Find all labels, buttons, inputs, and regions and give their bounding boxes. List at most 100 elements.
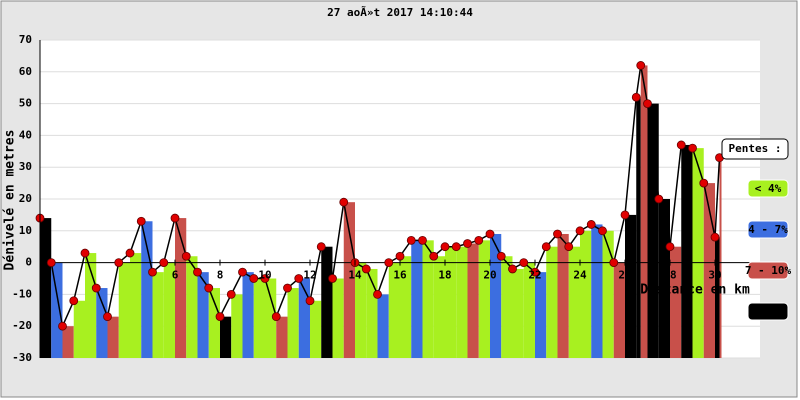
point	[699, 178, 709, 188]
point	[204, 283, 214, 293]
point	[148, 267, 157, 277]
legend-swatch	[747, 302, 789, 321]
point	[429, 251, 439, 261]
slope-bar	[692, 148, 704, 358]
slope-bar	[715, 237, 720, 358]
point	[586, 220, 596, 229]
point	[530, 267, 540, 277]
point	[283, 283, 292, 293]
point	[215, 312, 225, 322]
legend-title: Pentes :	[729, 142, 782, 155]
x-tick-label: 6	[172, 269, 179, 282]
legend-label: 4 - 7%	[748, 223, 788, 236]
slope-bar	[580, 230, 592, 358]
slope-bar	[298, 278, 310, 358]
slope-bar	[467, 243, 479, 358]
x-tick-label: 12	[303, 269, 316, 282]
point	[249, 274, 259, 283]
point	[676, 140, 686, 150]
y-axis-label: Dénivelé en metres	[3, 130, 18, 271]
point	[103, 312, 112, 322]
slope-bar	[62, 326, 74, 358]
point	[361, 264, 371, 274]
slope-bar	[265, 278, 277, 358]
slope-bar	[546, 246, 558, 358]
legend-label: < 4%	[755, 182, 782, 195]
point	[271, 312, 281, 322]
y-tick-label: -10	[12, 287, 32, 300]
y-tick-label: 20	[19, 192, 32, 205]
point	[136, 216, 146, 226]
slope-bar	[512, 268, 524, 358]
slope-bar	[557, 233, 569, 358]
point	[688, 143, 697, 153]
slope-bar	[422, 240, 434, 358]
point	[226, 289, 236, 299]
slope-bar	[152, 272, 164, 358]
slope-bar	[276, 316, 288, 358]
y-tick-label: -20	[12, 319, 32, 332]
point	[643, 99, 652, 108]
x-tick-label: 18	[438, 269, 451, 282]
slope-bar	[96, 288, 108, 358]
point	[575, 226, 585, 236]
point	[508, 264, 517, 274]
point	[316, 242, 326, 252]
slope-bar	[670, 246, 682, 358]
slope-bar	[343, 202, 355, 358]
slope-bar	[141, 221, 153, 358]
x-tick-label: 26	[618, 269, 632, 282]
slope-bar	[73, 300, 85, 358]
point	[91, 283, 101, 293]
slope-bar	[535, 272, 547, 358]
slope-bar	[681, 144, 693, 358]
slope-bar	[231, 294, 243, 358]
x-axis-label: Distance en km	[640, 283, 750, 298]
slope-bar	[490, 233, 502, 358]
point	[328, 274, 337, 283]
chart-title: 27 aoÃ»t 2017 14:10:44	[327, 6, 473, 19]
point	[406, 235, 416, 245]
legend-label: 7 - 10%	[745, 264, 792, 277]
point	[553, 229, 562, 239]
slope-bar	[186, 256, 198, 358]
x-tick-label: 10	[258, 269, 271, 282]
point	[384, 258, 394, 268]
point	[170, 213, 180, 223]
point	[710, 232, 720, 242]
slope-bar	[163, 262, 175, 358]
y-tick-label: 40	[19, 128, 32, 141]
x-tick-label: 28	[663, 269, 676, 282]
legend-swatch	[747, 261, 789, 280]
slope-bar	[130, 253, 142, 358]
slope-bar	[445, 246, 457, 358]
slope-bar	[658, 199, 670, 358]
point	[451, 242, 461, 252]
point	[159, 258, 169, 268]
slope-bar	[719, 157, 722, 358]
point	[541, 242, 551, 252]
slope-bar	[647, 103, 659, 358]
slope-bar	[602, 230, 614, 358]
point	[46, 258, 56, 268]
slope-bar	[478, 240, 490, 358]
point	[193, 267, 202, 277]
y-tick-label: 70	[19, 33, 32, 46]
slope-bar	[175, 218, 187, 358]
point	[474, 235, 484, 245]
x-tick-label: 22	[528, 269, 541, 282]
slope-bar	[703, 183, 715, 358]
point	[609, 258, 619, 268]
point	[519, 258, 529, 268]
slope-bar	[220, 316, 232, 358]
slope-bar	[253, 278, 265, 358]
slope-bar	[118, 262, 130, 358]
point	[114, 258, 124, 268]
y-tick-label: -30	[12, 351, 32, 364]
point	[636, 61, 646, 70]
slope-bar	[208, 288, 220, 358]
slope-bar	[591, 224, 603, 358]
y-tick-label: 10	[19, 224, 32, 237]
point	[496, 251, 506, 261]
